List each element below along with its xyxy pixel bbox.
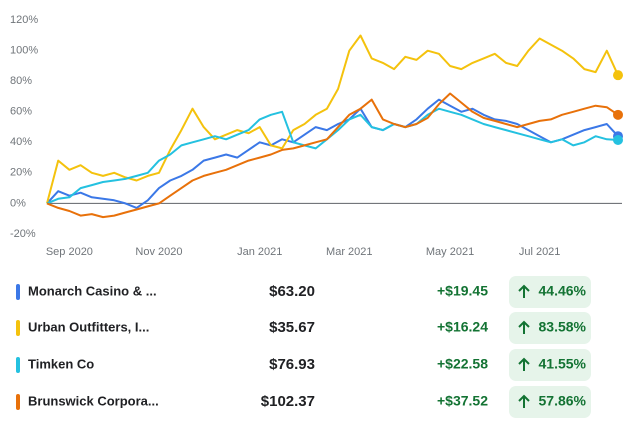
row-percent: 83.58% [539, 319, 587, 335]
row-percent: 41.55% [539, 356, 587, 372]
end-dot [613, 70, 623, 81]
y-tick-label: 0% [10, 197, 26, 209]
row-color [16, 357, 20, 373]
y-tick-label: 80% [10, 75, 32, 87]
row-price: $76.93 [269, 356, 315, 373]
line [46, 92, 619, 219]
row-change: +$16.24 [437, 319, 488, 335]
percent-pill [509, 312, 591, 344]
row-price: $102.37 [261, 393, 315, 410]
x-tick-label: Sep 2020 [46, 246, 93, 258]
line [46, 107, 619, 205]
line [46, 98, 619, 209]
row-color [16, 394, 20, 410]
row-name[interactable]: Urban Outfitters, I... [28, 319, 149, 334]
row-name[interactable]: Monarch Casino & ... [28, 283, 157, 298]
x-tick-label: May 2021 [426, 246, 474, 258]
y-tick-label: 60% [10, 106, 32, 118]
row-color [16, 284, 20, 300]
x-tick-label: Jul 2021 [519, 246, 561, 258]
row-change: +$22.58 [437, 356, 488, 372]
row-price: $63.20 [269, 283, 315, 300]
row-name[interactable]: Brunswick Corpora... [28, 393, 159, 408]
x-tick-label: Nov 2020 [135, 246, 182, 258]
up-arrow [518, 320, 530, 334]
x-tick-label: Jan 2021 [237, 246, 282, 258]
y-tick-label: 120% [10, 14, 38, 26]
y-tick-label: 20% [10, 167, 32, 179]
y-tick-label: 40% [10, 136, 32, 148]
row-percent: 57.86% [539, 393, 587, 409]
up-arrow [518, 394, 530, 408]
y-tick-label: 100% [10, 45, 38, 57]
end-dot [613, 135, 623, 146]
y-tick-label: -20% [10, 228, 36, 240]
row-price: $35.67 [269, 319, 315, 336]
line [46, 34, 619, 204]
up-arrow [518, 357, 530, 371]
row-color [16, 320, 20, 336]
percent-pill [509, 386, 591, 418]
row-percent: 44.46% [539, 283, 587, 299]
end-dot [613, 109, 623, 120]
up-arrow [518, 284, 530, 298]
row-change: +$37.52 [437, 393, 488, 409]
percent-pill [509, 349, 591, 381]
x-tick-label: Mar 2021 [326, 246, 372, 258]
row-change: +$19.45 [437, 283, 488, 299]
row-name[interactable]: Timken Co [28, 356, 94, 371]
percent-pill [509, 276, 591, 308]
